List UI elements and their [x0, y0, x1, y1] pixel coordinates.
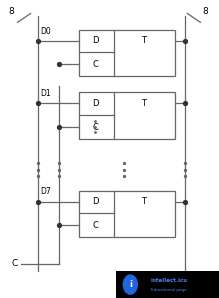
Text: D1: D1 — [41, 89, 51, 98]
Bar — [79, 92, 175, 139]
Text: 8: 8 — [202, 7, 208, 16]
Text: T: T — [141, 197, 146, 206]
Text: Educational page: Educational page — [151, 288, 186, 292]
Text: intellect.icu: intellect.icu — [150, 278, 187, 283]
Circle shape — [123, 275, 137, 294]
Bar — [79, 191, 175, 237]
Text: T: T — [141, 36, 146, 45]
Text: D: D — [92, 36, 99, 45]
Text: C: C — [92, 123, 98, 132]
Text: C: C — [92, 60, 98, 69]
Text: 8: 8 — [8, 7, 14, 16]
Bar — [79, 30, 175, 76]
Text: D: D — [92, 99, 99, 108]
Text: D7: D7 — [41, 187, 51, 196]
Bar — [116, 271, 219, 298]
Text: i: i — [129, 280, 132, 289]
Text: T: T — [141, 99, 146, 108]
Text: D0: D0 — [41, 27, 51, 35]
Text: C: C — [92, 221, 98, 230]
Text: C: C — [11, 259, 17, 268]
Text: D: D — [92, 197, 99, 206]
